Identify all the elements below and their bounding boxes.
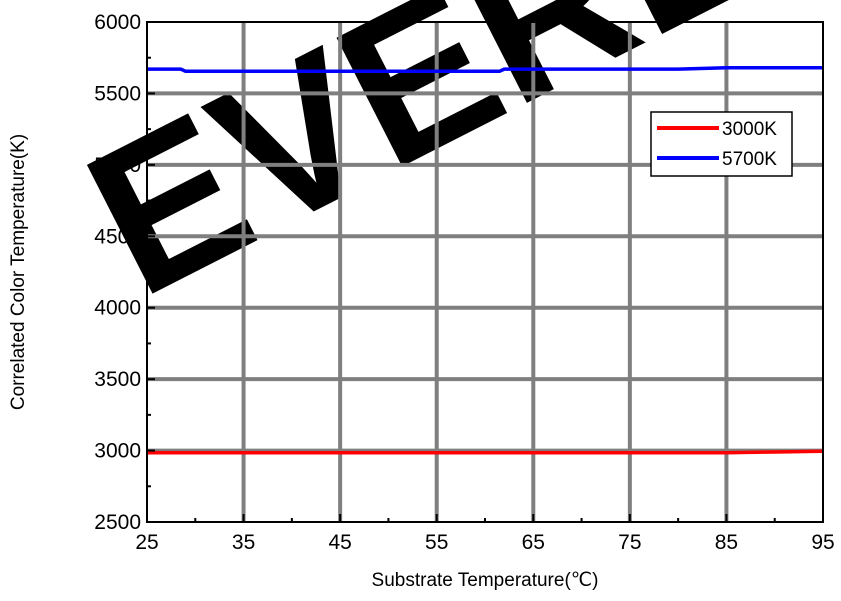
y-tick-label: 5000 [94,154,141,177]
y-tick-label: 3000 [94,440,141,463]
legend-label-3000K: 3000K [722,119,777,140]
x-tick-label: 45 [328,531,351,554]
y-tick-label: 3500 [94,368,141,391]
x-tick-label: 25 [135,531,158,554]
y-tick-label: 5500 [94,82,141,105]
x-tick-label: 65 [522,531,545,554]
x-tick-label: 85 [715,531,738,554]
y-tick-label: 2500 [94,511,141,534]
y-axis-label: Correlated Color Temperature(K) [8,134,29,410]
x-tick-label: 95 [811,531,834,554]
x-axis-label: Substrate Temperature(℃) [372,570,599,591]
series-line-3000K [147,451,823,452]
x-tick-label: 35 [232,531,255,554]
y-tick-label: 4000 [94,297,141,320]
legend: 3000K 5700K [651,112,792,176]
legend-label-5700K: 5700K [722,149,777,170]
x-tick-label: 55 [425,531,448,554]
x-tick-label: 75 [618,531,641,554]
y-tick-label: 6000 [94,11,141,34]
y-tick-label: 4500 [94,225,141,248]
